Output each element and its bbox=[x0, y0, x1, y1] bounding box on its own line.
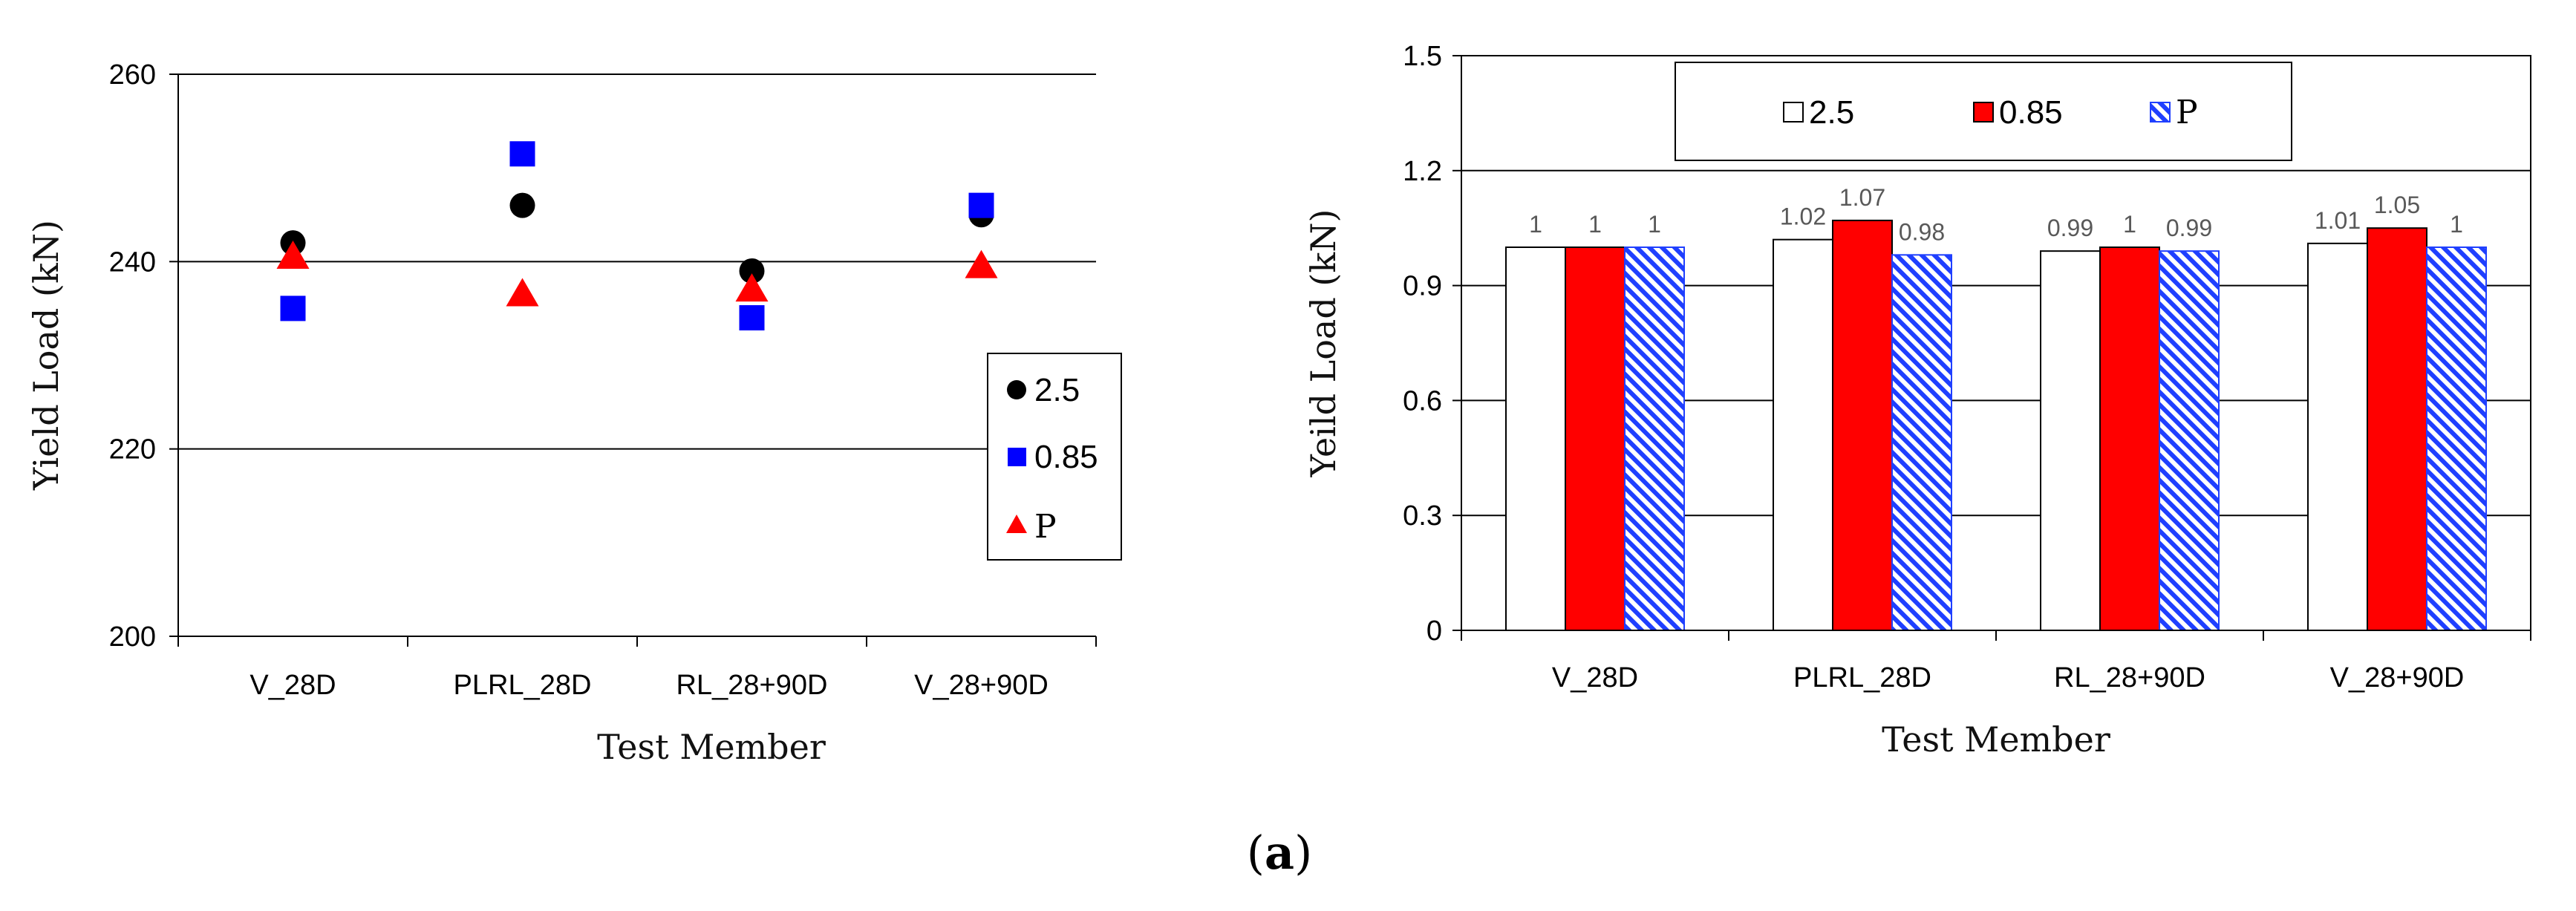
scatter-point-triangle bbox=[735, 273, 769, 302]
bar-legend-label-0: 2.5 bbox=[1809, 94, 1854, 131]
legend-swatch-white bbox=[1783, 102, 1804, 123]
scatter-x-axis-title: Test Member bbox=[597, 727, 826, 767]
bar-hatch bbox=[1624, 246, 1685, 631]
scatter-y-tick-label: 240 bbox=[109, 246, 156, 278]
scatter-y-tick-label: 220 bbox=[109, 434, 156, 466]
bar-y-tick-label: 1.5 bbox=[1403, 41, 1442, 72]
bar-x-tick-label: RL_28+90D bbox=[2054, 662, 2205, 693]
bar-y-tick-label: 0.9 bbox=[1403, 271, 1442, 302]
bar-data-label: 0.99 bbox=[2166, 215, 2212, 241]
bar-y-ticks: 0 0.3 0.6 0.9 1.2 1.5 bbox=[1403, 41, 1461, 647]
bar-hatch bbox=[2159, 250, 2220, 631]
bar-y-axis-title: Yeild Load (kN) bbox=[1303, 209, 1343, 478]
bar-red bbox=[2099, 246, 2160, 631]
bar-x-tick-label: PLRL_28D bbox=[1793, 662, 1931, 693]
scatter-points bbox=[276, 141, 998, 331]
bar-y-tick-label: 0 bbox=[1426, 616, 1442, 647]
bar-red bbox=[2367, 227, 2427, 631]
caption-open: ( bbox=[1247, 826, 1265, 880]
scatter-y-tick-label: 260 bbox=[109, 59, 156, 91]
scatter-x-tick-label: RL_28+90D bbox=[676, 670, 828, 701]
bar-legend: 2.5 0.85 P bbox=[1675, 62, 2292, 161]
bar-y-tick-label: 0.3 bbox=[1403, 500, 1442, 532]
bar-white bbox=[2307, 242, 2368, 631]
bar-x-tick-label: V_28+90D bbox=[2330, 662, 2465, 693]
scatter-y-axis-title: Yield Load (kN) bbox=[26, 220, 66, 491]
scatter-gridlines bbox=[178, 74, 1096, 450]
bar-white bbox=[2040, 250, 2101, 631]
bar-chart: 1 1 1 1.02 1.07 0.98 0.99 1 0.99 1.01 1.05 1 0 0.3 0.… bbox=[1303, 41, 2531, 760]
scatter-point-triangle bbox=[276, 241, 310, 270]
scatter-legend-label-2: P bbox=[1034, 508, 1057, 546]
bar-data-label: 1.05 bbox=[2374, 192, 2420, 218]
scatter-point-triangle bbox=[506, 278, 539, 307]
scatter-point-triangle bbox=[965, 249, 998, 278]
scatter-x-ticks: V_28D PLRL_28D RL_28+90D V_28+90D bbox=[177, 636, 1097, 701]
bar-red bbox=[1832, 219, 1893, 631]
bar-data-label: 1.01 bbox=[2315, 207, 2361, 234]
bar-red bbox=[1565, 246, 1626, 631]
bar-legend-label-1: 0.85 bbox=[1999, 94, 2063, 131]
bar-data-label: 1.02 bbox=[1780, 203, 1826, 230]
bar-data-label: 0.99 bbox=[2047, 215, 2093, 241]
scatter-point-square bbox=[739, 305, 765, 331]
caption-label: a bbox=[1265, 826, 1294, 880]
bar-data-labels: 1 1 1 1.02 1.07 0.98 0.99 1 0.99 1.01 1.05 1 bbox=[1529, 184, 2463, 245]
bar-y-tick-label: 0.6 bbox=[1403, 385, 1442, 417]
scatter-point-circle bbox=[509, 192, 535, 218]
bar-x-axis-title: Test Member bbox=[1882, 719, 2110, 760]
legend-swatch-hatch bbox=[2150, 102, 2171, 123]
bar-hatch bbox=[2426, 246, 2487, 631]
bar-white bbox=[1773, 238, 1833, 631]
scatter-point-square bbox=[280, 295, 306, 321]
scatter-legend-label-0: 2.5 bbox=[1034, 372, 1080, 408]
bar-bars bbox=[1505, 219, 2487, 631]
scatter-point-circle bbox=[739, 258, 765, 284]
scatter-legend: 2.5 0.85 P bbox=[987, 353, 1122, 561]
bar-data-label: 1 bbox=[2450, 211, 2463, 238]
scatter-x-tick-label: V_28+90D bbox=[914, 670, 1049, 701]
legend-swatch-red bbox=[1973, 102, 1994, 123]
scatter-chart: 200 220 240 260 V_28D PLRL_28D RL_28+90D V_28+… bbox=[26, 59, 1122, 767]
caption-close: ) bbox=[1294, 826, 1312, 880]
bar-data-label: 1 bbox=[2123, 211, 2136, 238]
bar-data-label: 1 bbox=[1529, 211, 1542, 238]
legend-marker-circle bbox=[1007, 380, 1026, 399]
scatter-x-tick-label: PLRL_28D bbox=[454, 670, 592, 701]
bar-hatch bbox=[1891, 254, 1952, 631]
bar-white bbox=[1505, 246, 1566, 631]
bar-data-label: 0.98 bbox=[1899, 218, 1945, 245]
scatter-legend-label-1: 0.85 bbox=[1034, 439, 1098, 475]
legend-marker-triangle bbox=[1006, 515, 1027, 533]
scatter-point-square bbox=[509, 141, 535, 167]
scatter-x-tick-label: V_28D bbox=[250, 670, 336, 701]
bar-x-tick-label: V_28D bbox=[1552, 662, 1638, 693]
scatter-y-ticks: 200 220 240 260 bbox=[109, 59, 178, 653]
bar-y-tick-label: 1.2 bbox=[1403, 156, 1442, 187]
scatter-point-square bbox=[968, 192, 994, 218]
bar-x-ticks: V_28D PLRL_28D RL_28+90D V_28+90D bbox=[1461, 630, 2531, 693]
scatter-y-tick-label: 200 bbox=[109, 621, 156, 653]
legend-marker-square bbox=[1008, 448, 1026, 466]
bar-data-label: 1 bbox=[1588, 211, 1602, 238]
figure-caption: (a) bbox=[1247, 826, 1313, 880]
bar-legend-label-2: P bbox=[2176, 94, 2198, 131]
bar-data-label: 1.07 bbox=[1839, 184, 1885, 211]
bar-data-label: 1 bbox=[1648, 211, 1661, 238]
